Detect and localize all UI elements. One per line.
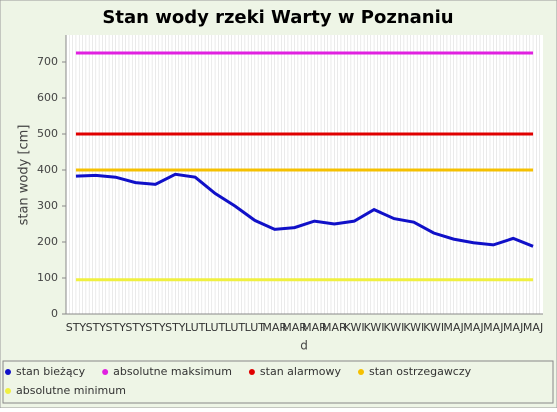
x-tick-label: MAR [322,321,347,334]
legend-swatch [5,369,11,375]
y-tick-label: 700 [37,55,58,68]
x-tick-label: LUT [205,321,226,334]
x-tick-label: LUT [245,321,266,334]
x-tick-label: MAJ [443,321,463,334]
x-tick-label: KWI [403,321,424,334]
y-tick-label: 300 [37,199,58,212]
x-tick-label: MAJ [503,321,523,334]
legend-label: stan ostrzegawczy [369,365,472,378]
y-axis-label: stan wody [cm] [17,125,32,226]
x-tick-label: KWI [423,321,444,334]
legend-label: absolutne minimum [16,384,126,397]
legend-label: absolutne maksimum [113,365,232,378]
y-tick-label: 200 [37,235,58,248]
legend-box [2,360,554,404]
x-tick-label: MAR [262,321,287,334]
legend-swatch [102,369,109,375]
legend-label: stan alarmowy [260,365,342,378]
legend-label: stan bieżący [16,365,86,378]
y-tick-label: 600 [37,91,58,104]
x-tick-label: MAR [302,321,327,334]
x-tick-label: MAJ [523,321,543,334]
x-tick-label: STY [125,321,146,334]
x-tick-label: STY [105,321,126,334]
chart-title: Stan wody rzeki Warty w Poznaniu [102,7,453,28]
x-tick-label: KWI [344,321,365,334]
legend-swatch [358,369,364,375]
y-tick-label: 100 [37,271,58,284]
x-tick-label: LUT [185,321,206,334]
x-tick-label: LUT [225,321,246,334]
y-tick-label: 400 [37,163,58,176]
y-tick-label: 500 [37,127,58,140]
x-tick-label: MAJ [463,321,483,334]
x-tick-label: STY [165,321,186,334]
legend-swatch [5,388,11,394]
legend-swatch [248,369,255,375]
x-tick-label: KWI [383,321,404,334]
x-tick-label: MAR [282,321,307,334]
y-tick-label: 0 [51,307,58,320]
x-tick-label: STY [86,321,107,334]
x-tick-label: STY [145,321,166,334]
x-axis-label: d [300,339,308,353]
x-tick-label: STY [66,321,87,334]
series-line [75,172,534,248]
x-tick-label: KWI [364,321,385,334]
x-tick-label: MAJ [483,321,503,334]
